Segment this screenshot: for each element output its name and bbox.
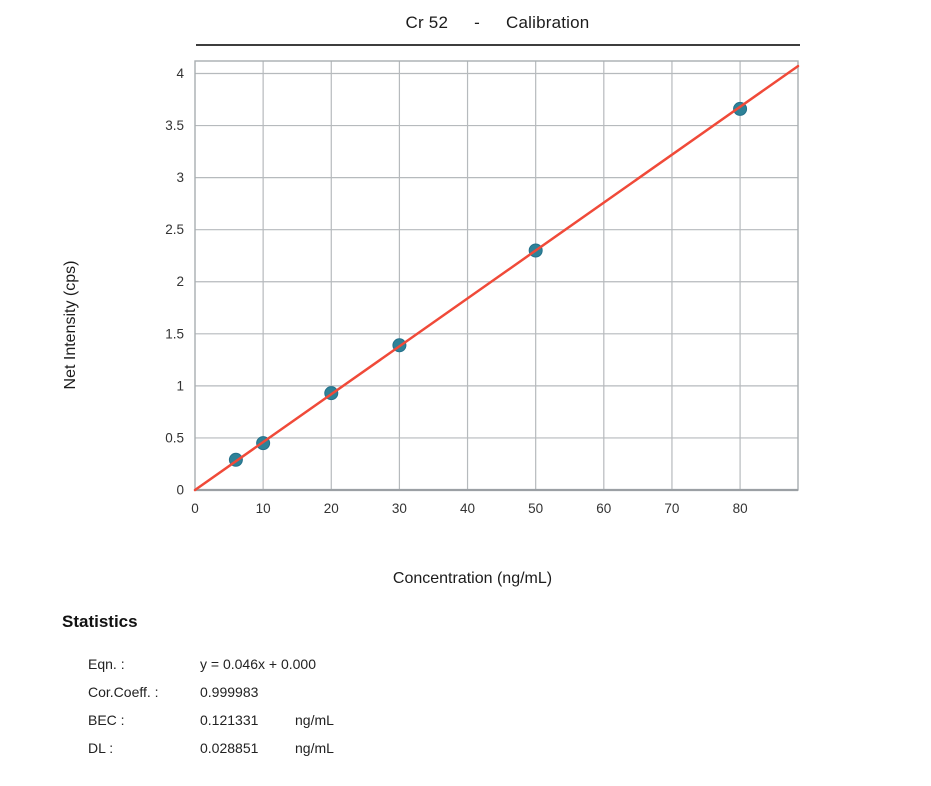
x-tick-label: 70 bbox=[664, 501, 679, 516]
stat-value: 0.999983 bbox=[200, 684, 259, 700]
y-tick-label: 4 bbox=[176, 66, 184, 81]
fit-line bbox=[193, 64, 800, 492]
chart-title-element: Cr 52 bbox=[405, 13, 449, 32]
x-tick-label: 60 bbox=[596, 501, 611, 516]
x-tick-label: 50 bbox=[528, 501, 543, 516]
x-tick-label: 30 bbox=[392, 501, 407, 516]
stat-row-eqn: Eqn. : y = 0.046x + 0.000 bbox=[88, 650, 334, 678]
chart-title-label: Calibration bbox=[505, 13, 590, 32]
statistics-heading: Statistics bbox=[62, 612, 138, 631]
stat-row-dl: DL : 0.028851 ng/mL bbox=[88, 734, 334, 762]
x-axis-title: Concentration (ng/mL) bbox=[392, 570, 553, 587]
y-tick-label: 2.5 bbox=[165, 222, 184, 237]
x-tick-label: 80 bbox=[733, 501, 748, 516]
y-tick-label: 0.5 bbox=[165, 430, 184, 445]
stat-value: y = 0.046x + 0.000 bbox=[200, 656, 316, 672]
x-tick-label: 10 bbox=[256, 501, 271, 516]
y-tick-label: 1 bbox=[176, 378, 184, 393]
x-tick-label: 0 bbox=[191, 501, 199, 516]
stat-unit: ng/mL bbox=[295, 712, 334, 728]
stat-label: DL : bbox=[88, 740, 114, 756]
x-tick-label: 40 bbox=[460, 501, 475, 516]
y-tick-label: 3 bbox=[176, 170, 184, 185]
stat-row-bec: BEC : 0.121331 ng/mL bbox=[88, 706, 334, 734]
chart-title-separator: - bbox=[474, 13, 480, 32]
stat-value: 0.028851 bbox=[200, 740, 259, 756]
chart-title: Cr 52 - Calibration bbox=[195, 13, 800, 33]
stat-label: Cor.Coeff. : bbox=[88, 684, 159, 700]
calibration-plot: 0 10 20 30 40 50 60 70 80 0 0.5 1 1.5 2 2.5 3 3.5 4 bbox=[165, 60, 800, 516]
y-axis-title: Net Intensity (cps) bbox=[62, 260, 79, 390]
statistics-table: Eqn. : y = 0.046x + 0.000 Cor.Coeff. : 0… bbox=[88, 650, 334, 762]
y-tick-label: 0 bbox=[176, 483, 184, 498]
stat-label: BEC : bbox=[88, 712, 125, 728]
stat-unit: ng/mL bbox=[295, 740, 334, 756]
stat-label: Eqn. : bbox=[88, 656, 125, 672]
y-tick-label: 2 bbox=[176, 274, 184, 289]
x-tick-label: 20 bbox=[324, 501, 339, 516]
y-tick-label: 1.5 bbox=[165, 326, 184, 341]
stat-value: 0.121331 bbox=[200, 712, 259, 728]
stat-row-corcoeff: Cor.Coeff. : 0.999983 bbox=[88, 678, 334, 706]
title-underline bbox=[196, 44, 800, 46]
y-tick-label: 3.5 bbox=[165, 118, 184, 133]
